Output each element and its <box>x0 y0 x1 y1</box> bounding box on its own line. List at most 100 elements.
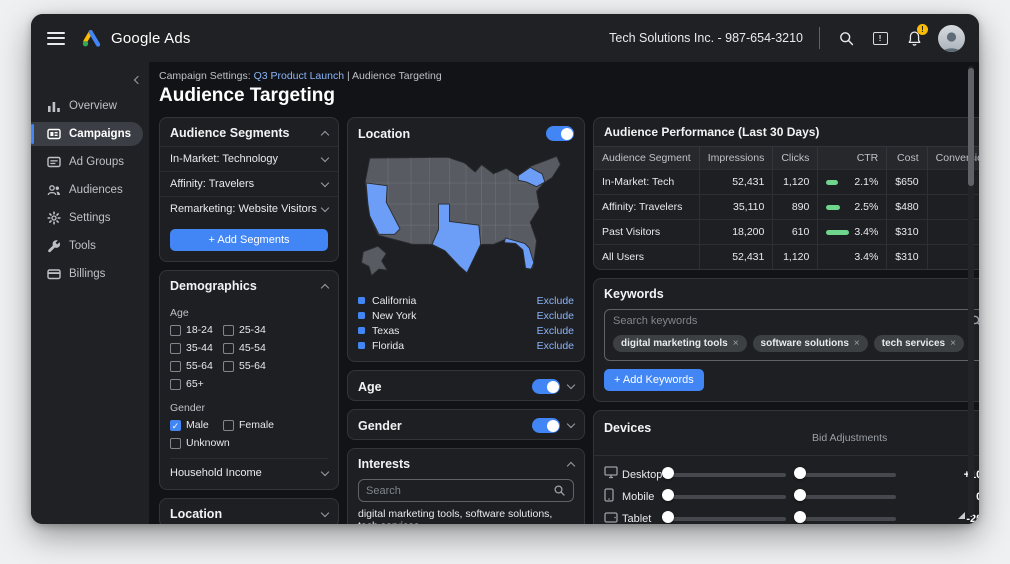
sidebar-collapse-button[interactable] <box>133 70 143 88</box>
state-name: Texas <box>372 324 400 337</box>
google-ads-logo-icon <box>82 30 101 47</box>
sidebar-item-overview[interactable]: Overview <box>31 94 143 118</box>
desktop-targeting-slider[interactable] <box>662 467 786 479</box>
sidebar-item-campaigns[interactable]: Campaigns <box>31 122 143 146</box>
search-icon[interactable] <box>836 28 856 48</box>
feedback-icon[interactable]: ! <box>870 28 890 48</box>
gender-toggle[interactable] <box>532 418 560 433</box>
chip-remove-icon[interactable]: × <box>950 338 956 349</box>
segment-label: Affinity: Travelers <box>170 178 255 190</box>
notifications-bell-icon[interactable]: ! <box>904 24 928 48</box>
age-header[interactable]: Age <box>348 371 584 400</box>
interests-search-input[interactable] <box>366 484 553 497</box>
age-checkbox-25-34[interactable]: 25-34 <box>223 324 276 336</box>
campaigns-icon <box>47 128 61 140</box>
ctr-bar <box>826 179 839 185</box>
interests-header[interactable]: Interests <box>348 449 584 477</box>
sidebar-item-label: Tools <box>69 240 96 252</box>
interests-keywords-text: digital marketing tools, software soluti… <box>358 508 553 524</box>
notification-badge: ! <box>917 24 928 35</box>
tablet-bid-slider[interactable] <box>794 511 896 523</box>
sidebar-item-label: Settings <box>69 212 111 224</box>
add-keywords-button[interactable]: + Add Keywords <box>604 369 704 391</box>
col-header-impressions[interactable]: Impressions <box>698 146 773 170</box>
state-name: New York <box>372 309 417 322</box>
location-header: Location <box>348 118 584 147</box>
keywords-header[interactable]: Keywords <box>594 279 979 307</box>
col-header-cost[interactable]: Cost <box>886 146 928 170</box>
chip-remove-icon[interactable]: × <box>853 338 860 349</box>
col-header-segment[interactable]: Audience Segment <box>594 146 700 170</box>
desktop-bid-slider[interactable] <box>794 467 896 479</box>
col-header-clicks[interactable]: Clicks <box>772 146 818 170</box>
age-panel: Age <box>347 370 585 401</box>
bid-adjustments-label: Bid Adjustments <box>812 432 888 444</box>
chevron-down-icon <box>566 419 576 429</box>
location-title: Location <box>358 126 411 141</box>
age-checkbox-55-64-b[interactable]: 55-64 <box>223 360 276 372</box>
mobile-targeting-slider[interactable] <box>662 489 786 501</box>
exclude-link[interactable]: Exclude <box>536 309 574 322</box>
chevron-down-icon <box>320 203 330 212</box>
resize-handle-icon[interactable] <box>958 512 965 519</box>
location-collapsed-title: Location <box>170 507 223 521</box>
sidebar-item-billings[interactable]: Billings <box>31 262 143 286</box>
ctr-bar <box>826 229 850 235</box>
chevron-up-icon <box>320 130 330 139</box>
audience-segments-header[interactable]: Audience Segments <box>160 118 338 146</box>
col-header-ctr[interactable]: CTR <box>817 146 887 170</box>
keywords-search-input[interactable] <box>613 315 970 327</box>
age-checkbox-45-54[interactable]: 45-54 <box>223 342 276 354</box>
segment-remarketing[interactable]: Remarketing: Website Visitors <box>160 196 338 221</box>
exclude-link[interactable]: Exclude <box>536 294 574 307</box>
chip-remove-icon[interactable]: × <box>732 338 739 349</box>
state-bullet-icon <box>358 327 365 334</box>
content-area: Campaign Settings: Q3 Product Launch | A… <box>149 62 979 524</box>
age-checkbox-65-plus[interactable]: 65+ <box>170 378 223 390</box>
topbar: Google Ads Tech Solutions Inc. - 987-654… <box>31 14 979 62</box>
scrollbar-thumb[interactable] <box>968 68 974 186</box>
hamburger-menu-icon[interactable] <box>47 31 65 45</box>
age-toggle[interactable] <box>532 379 560 394</box>
chevron-up-icon <box>566 461 576 470</box>
us-map[interactable] <box>348 147 584 293</box>
exclude-link[interactable]: Exclude <box>536 324 574 337</box>
sidebar-item-ad-groups[interactable]: Ad Groups <box>31 150 143 174</box>
interests-search-box <box>358 479 574 502</box>
search-icon <box>554 485 565 496</box>
gender-checkbox-unknown[interactable]: Unknown <box>170 437 250 449</box>
location-collapsed-header[interactable]: Location <box>160 499 338 524</box>
chevron-down-icon <box>320 467 330 476</box>
exclude-link[interactable]: Exclude <box>536 339 574 352</box>
audience-segments-panel: Audience Segments In-Market: Technology … <box>159 117 339 262</box>
interests-panel: Interests digital marketing tools, softw… <box>347 448 585 524</box>
gear-icon <box>47 211 61 225</box>
age-checkbox-55-64[interactable]: 55-64 <box>170 360 223 372</box>
breadcrumb-prefix: Campaign Settings: <box>159 70 254 82</box>
location-toggle[interactable] <box>546 126 574 141</box>
gender-checkbox-male[interactable]: ✓ Male <box>170 419 209 431</box>
segment-label: In-Market: Technology <box>170 153 279 165</box>
sidebar-item-settings[interactable]: Settings <box>31 206 143 230</box>
state-row-florida: Florida Exclude <box>358 338 574 353</box>
age-checkbox-35-44[interactable]: 35-44 <box>170 342 223 354</box>
tablet-targeting-slider[interactable] <box>662 511 786 523</box>
segment-affinity[interactable]: Affinity: Travelers <box>160 171 338 196</box>
chevron-left-icon <box>133 75 143 85</box>
sidebar-item-audiences[interactable]: Audiences <box>31 178 143 202</box>
gender-header[interactable]: Gender <box>348 410 584 439</box>
household-income-row[interactable]: Household Income <box>170 458 330 479</box>
table-row: Affinity: Travelers 35,110 890 2.5% $480… <box>594 194 979 220</box>
segment-in-market[interactable]: In-Market: Technology <box>160 146 338 171</box>
sidebar-item-tools[interactable]: Tools <box>31 234 143 258</box>
scrollbar-track[interactable] <box>968 66 974 516</box>
mobile-bid-slider[interactable] <box>794 489 896 501</box>
gender-checkbox-female[interactable]: Female <box>223 419 276 431</box>
breadcrumb-campaign-link[interactable]: Q3 Product Launch <box>253 70 345 82</box>
add-segments-button[interactable]: + Add Segments <box>170 229 328 251</box>
avatar[interactable] <box>938 24 965 52</box>
topbar-divider <box>819 27 820 49</box>
demographics-header[interactable]: Demographics <box>160 271 338 299</box>
demographics-title: Demographics <box>170 279 257 293</box>
age-checkbox-18-24[interactable]: 18-24 <box>170 324 223 336</box>
